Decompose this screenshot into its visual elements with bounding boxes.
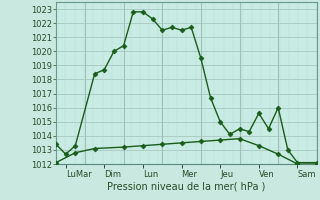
X-axis label: Pression niveau de la mer( hPa ): Pression niveau de la mer( hPa ) <box>107 181 266 191</box>
